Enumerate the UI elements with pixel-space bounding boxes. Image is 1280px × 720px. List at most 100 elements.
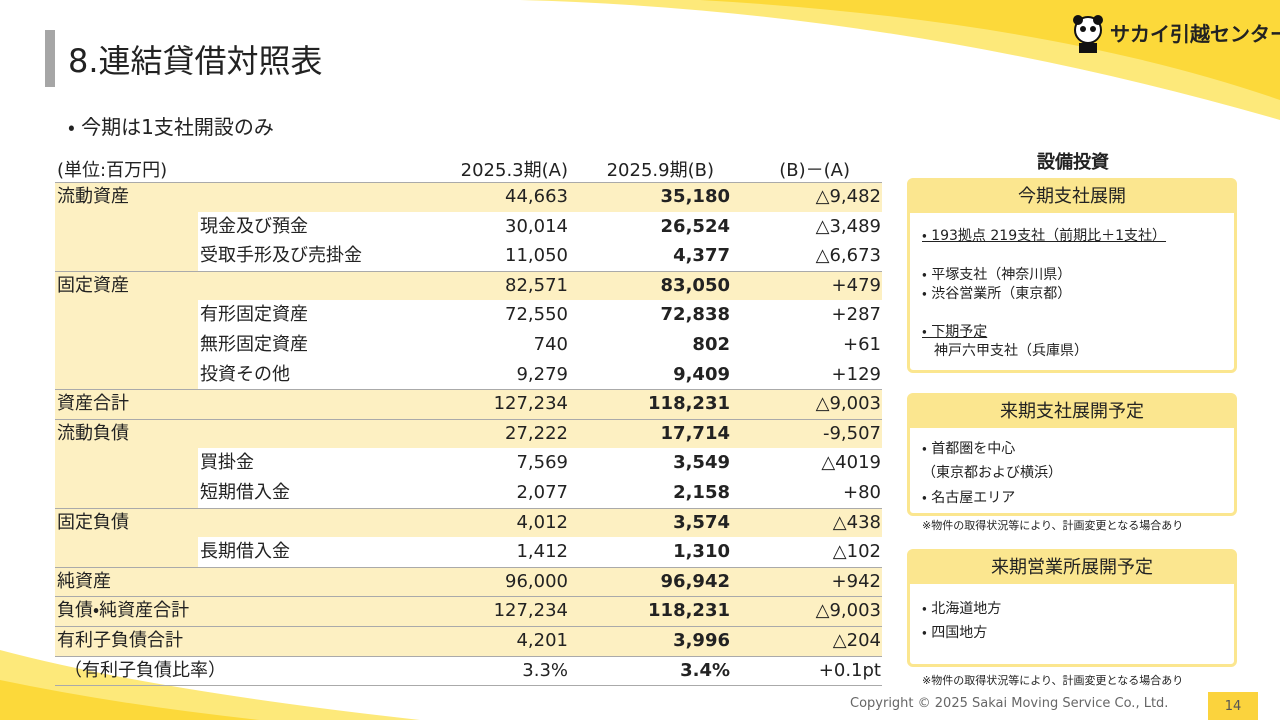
value-b: 1,310: [673, 541, 730, 563]
value-a: 2,077: [516, 482, 568, 503]
row-label: 流動負債: [57, 422, 129, 444]
value-a: 30,014: [505, 215, 568, 237]
box-item: ・ 渋谷営業所（東京都）: [922, 286, 1072, 302]
column-header: 2025.9期(B): [606, 160, 714, 181]
row-separator: [55, 270, 882, 272]
row-separator: [55, 182, 882, 183]
box-title: 来期営業所展開予定: [910, 552, 1234, 584]
box-item: ・ 下期予定: [922, 324, 988, 340]
value-diff: +479: [831, 274, 881, 296]
row-separator: [55, 596, 882, 598]
row-label: 流動資産: [57, 186, 129, 207]
row-label: 固定負債: [57, 511, 129, 533]
value-diff: △3,489: [815, 215, 881, 237]
row-background: [55, 182, 882, 212]
value-b: 3,549: [673, 452, 730, 474]
value-diff: +942: [831, 570, 881, 592]
value-a: 127,234: [493, 393, 568, 415]
row-sublabel: 現金及び預金: [200, 215, 308, 237]
row-background: [55, 418, 882, 449]
value-a: 72,550: [505, 304, 568, 326]
value-a: 82,571: [505, 274, 568, 296]
value-diff: +129: [831, 363, 881, 385]
value-diff: △102: [832, 541, 881, 563]
value-a: 740: [533, 334, 568, 355]
value-a: 11,050: [505, 245, 568, 267]
page-number: 14: [1224, 699, 1242, 714]
value-b: 118,231: [648, 600, 730, 622]
row-background: [55, 448, 198, 478]
value-a: 4,201: [516, 630, 568, 651]
value-b: 72,838: [660, 304, 730, 326]
value-diff: -9,507: [822, 422, 881, 444]
info-box: 来期営業所展開予定 ・ 北海道地方 ・ 四国地方: [907, 549, 1237, 667]
info-box: 今期支社展開 ・ 193拠点 219支社（前期比＋1支社） ・ 平塚支社（神奈川…: [907, 178, 1237, 373]
row-background: [55, 537, 198, 567]
row-separator: [55, 507, 882, 509]
row-sublabel: 買掛金: [200, 452, 254, 474]
box-item: ・ 首都圏を中心: [922, 441, 1016, 457]
value-diff: +287: [831, 304, 881, 326]
box-item: ・ 名古屋エリア: [922, 490, 1016, 506]
value-a: 127,234: [493, 600, 568, 622]
row-sublabel: 有形固定資産: [200, 304, 308, 326]
value-a: 7,569: [516, 452, 568, 474]
row-background: [55, 211, 198, 242]
value-a: 4,012: [516, 511, 568, 533]
value-diff: △4019: [821, 452, 881, 474]
value-b: 3.4%: [680, 659, 730, 681]
value-b: 96,942: [660, 570, 730, 592]
value-diff: △9,003: [815, 600, 881, 622]
value-diff: +61: [843, 334, 881, 355]
table-bottom-line: [55, 685, 882, 687]
row-label: （有利子負債比率）: [64, 659, 226, 681]
column-header: (B)－(A): [779, 160, 850, 181]
value-a: 96,000: [505, 570, 568, 592]
column-header: 2025.3期(A): [460, 160, 568, 181]
row-background: [55, 300, 198, 330]
value-a: 44,663: [505, 186, 568, 207]
row-separator: [55, 626, 882, 627]
value-diff: △204: [832, 630, 881, 651]
row-separator: [55, 655, 882, 657]
box-title: 今期支社展開: [910, 181, 1234, 213]
row-background: [55, 359, 198, 390]
row-label: 負債・純資産合計: [57, 600, 190, 622]
row-label: 純資産: [57, 570, 111, 592]
value-b: 35,180: [660, 186, 730, 207]
row-separator: [55, 418, 882, 420]
value-a: 1,412: [516, 541, 568, 563]
value-diff: +0.1pt: [818, 659, 881, 681]
value-diff: +80: [843, 482, 881, 503]
row-background: [55, 596, 882, 626]
row-background: [55, 241, 198, 271]
value-diff: △9,482: [815, 186, 881, 207]
row-background: [55, 507, 882, 538]
row-label: 固定資産: [57, 274, 129, 296]
value-b: 2,158: [673, 482, 730, 503]
value-diff: △9,003: [815, 393, 881, 415]
row-separator: [55, 389, 882, 391]
column-header: (単位:百万円): [57, 160, 168, 181]
box-item: ・ 193拠点 219支社（前期比＋1支社）: [922, 228, 1167, 244]
value-a: 9,279: [516, 363, 568, 385]
value-b: 118,231: [648, 393, 730, 415]
box-item: ・ 四国地方: [922, 625, 988, 641]
value-diff: △6,673: [815, 245, 881, 267]
row-sublabel: 受取手形及び売掛金: [200, 245, 362, 267]
box-item: ・ 北海道地方: [922, 601, 1002, 617]
logo: サカイ引越センター: [1110, 22, 1280, 46]
copyright: Copyright © 2025 Sakai Moving Service Co…: [850, 696, 1169, 711]
value-b: 17,714: [660, 422, 730, 444]
row-background: [55, 626, 882, 656]
note: ※物件の取得状況等により、計画変更となる場合あり: [922, 519, 1184, 532]
value-a: 3.3%: [522, 659, 568, 681]
row-background: [55, 389, 882, 419]
value-b: 802: [692, 334, 730, 355]
value-b: 3,574: [673, 511, 730, 533]
value-diff: △438: [832, 511, 881, 533]
row-background: [55, 478, 198, 508]
row-background: [55, 270, 882, 301]
